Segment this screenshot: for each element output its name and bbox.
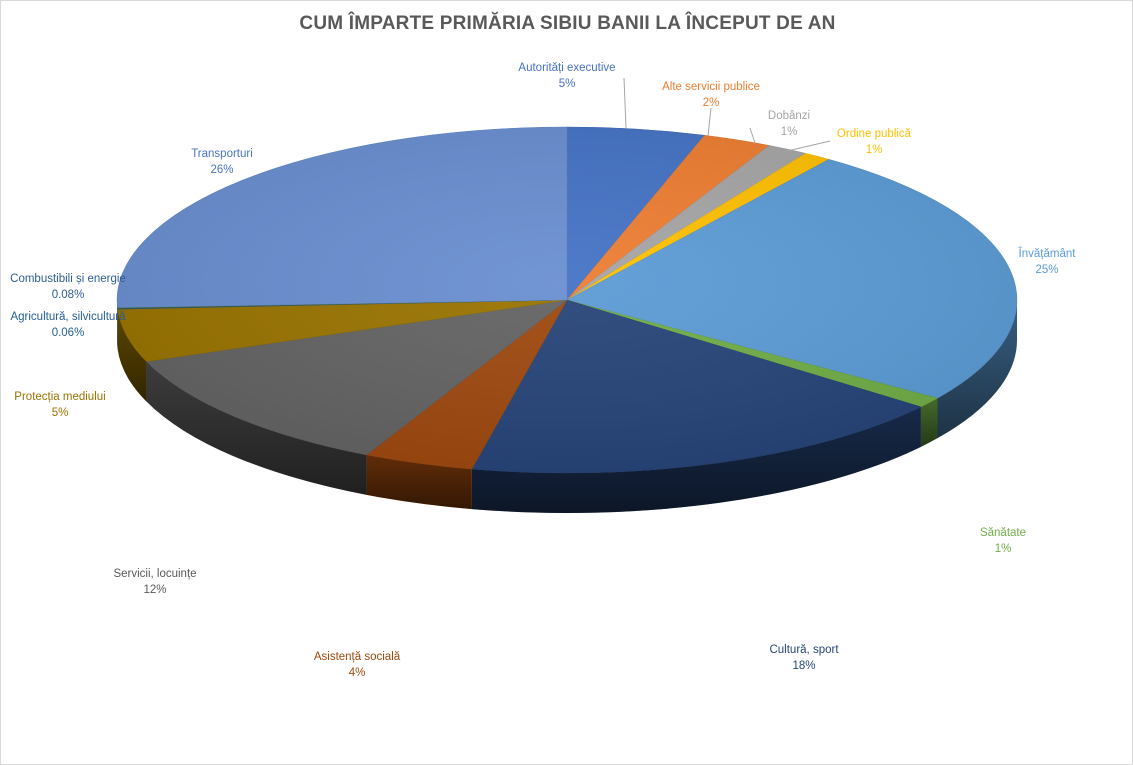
leader-line-autoritati-executive xyxy=(623,77,627,129)
data-label-dobanzi-value: 1% xyxy=(781,126,798,138)
data-label-asistenta-sociala-name: Asistență socială xyxy=(314,651,401,663)
data-label-transporturi-name: Transporturi xyxy=(191,148,253,160)
data-label-cultura-sport-value: 18% xyxy=(792,660,815,672)
data-label-asistenta-sociala-value: 4% xyxy=(349,667,366,679)
data-label-ordine-publica-name: Ordine publică xyxy=(837,128,912,140)
data-label-combustibili-si-energie-name: Combustibili și energie xyxy=(10,273,126,285)
data-label-ordine-publica-value: 1% xyxy=(866,144,883,156)
data-label-protectia-mediului-name: Protecția mediului xyxy=(14,391,105,403)
leader-line-dobanzi xyxy=(749,127,756,144)
data-label-alte-servicii-publice-value: 2% xyxy=(703,97,720,109)
data-label-cultura-sport-name: Cultură, sport xyxy=(769,644,839,656)
leader-line-alte-servicii-publice xyxy=(707,107,712,137)
chart-title: CUM ÎMPARTE PRIMĂRIA SIBIU BANII LA ÎNCE… xyxy=(299,13,836,34)
data-label-agricultura-silvicultura-value: 0.06% xyxy=(52,327,85,339)
data-label-combustibili-si-energie-value: 0.08% xyxy=(52,289,85,301)
data-label-sanatate-value: 1% xyxy=(995,543,1012,555)
data-label-protectia-mediului-value: 5% xyxy=(52,407,69,419)
data-label-invatamant-value: 25% xyxy=(1035,264,1058,276)
data-label-dobanzi-name: Dobânzi xyxy=(768,110,810,122)
pie-side-shade-asistenta-sociala xyxy=(366,454,472,510)
data-label-servicii-locuinte-value: 12% xyxy=(143,584,166,596)
data-label-autoritati-executive-value: 5% xyxy=(559,78,576,90)
pie-side-shade-cultura-sport xyxy=(471,406,921,513)
data-label-transporturi-value: 26% xyxy=(210,164,233,176)
data-label-autoritati-executive-name: Autorități executive xyxy=(518,62,615,74)
data-label-invatamant-name: Învățământ xyxy=(1018,247,1077,260)
pie-side-shade-invatamant xyxy=(937,300,1017,439)
data-label-sanatate-name: Sănătate xyxy=(980,527,1026,539)
pie-side-shade-servicii-locuinte xyxy=(146,361,367,495)
data-label-agricultura-silvicultura-name: Agricultură, silvicultură xyxy=(10,311,126,323)
data-label-alte-servicii-publice-name: Alte servicii publice xyxy=(662,81,760,93)
pie-top-gloss xyxy=(117,127,1017,473)
data-label-servicii-locuinte-name: Servicii, locuințe xyxy=(113,568,196,580)
leader-line-ordine-publica xyxy=(782,140,831,153)
pie-side-shade-sanatate xyxy=(920,398,938,447)
